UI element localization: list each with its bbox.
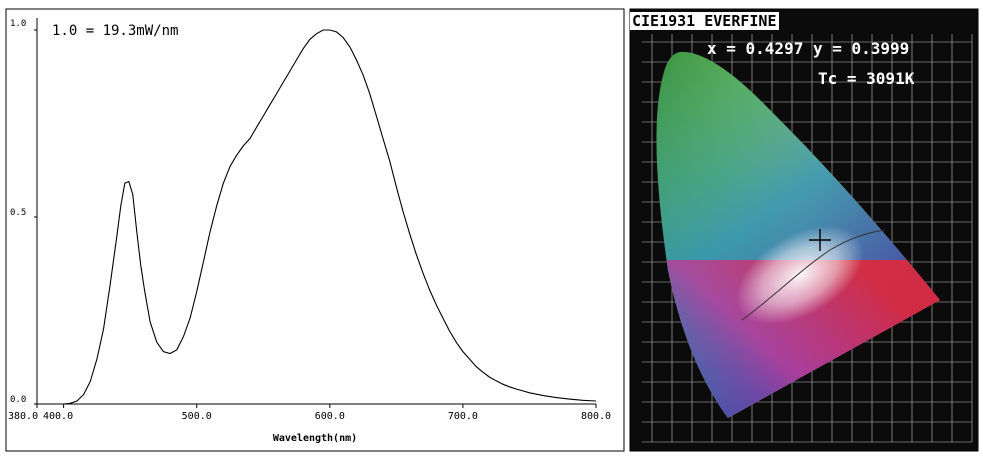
y-tick-label: 0.5: [10, 208, 26, 218]
chromaticity-crosshair: [809, 229, 831, 251]
x-tick-label: 400.0: [43, 411, 73, 422]
x-tick-label: 600.0: [315, 411, 345, 422]
x-axis-label: Wavelength(nm): [273, 433, 357, 444]
x-tick-label: 700.0: [448, 411, 478, 422]
spectrum-series-line: [37, 29, 597, 405]
y-ticks: 0.0 0.5 1.0: [10, 19, 37, 405]
y-tick-label: 0.0: [10, 395, 26, 405]
spectrum-annotation: 1.0 = 19.3mW/nm: [52, 23, 178, 39]
cie-title: CIE1931 EVERFINE: [630, 12, 779, 30]
x-tick-label: 800.0: [581, 411, 611, 422]
x-ticks: 380.0 400.0 500.0 600.0 700.0 800.0: [8, 404, 611, 422]
cie-xy-readout: x = 0.4297 y = 0.3999: [707, 39, 910, 58]
x-tick-label: 500.0: [182, 411, 212, 422]
x-tick-label: 380.0: [8, 411, 38, 422]
cie-tc-readout: Tc = 3091K: [818, 69, 915, 88]
spectrum-frame: [5, 8, 625, 452]
y-tick-label: 1.0: [10, 19, 26, 29]
planckian-locus: [741, 229, 886, 321]
